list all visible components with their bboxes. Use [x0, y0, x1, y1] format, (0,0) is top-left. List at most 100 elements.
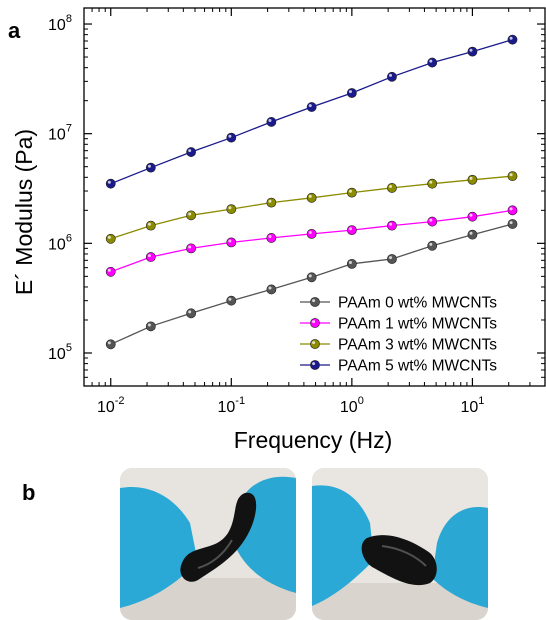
photo-hydrogel-stretched	[312, 468, 488, 620]
data-point	[266, 284, 277, 295]
data-point	[467, 174, 478, 185]
point-highlight	[469, 231, 473, 235]
point-highlight	[312, 362, 316, 366]
data-point	[507, 34, 518, 45]
series-layer	[105, 34, 518, 350]
series-1	[105, 205, 518, 277]
data-point	[186, 147, 196, 157]
point-highlight	[188, 212, 192, 216]
point-highlight	[348, 90, 352, 94]
point-highlight	[469, 48, 473, 52]
point-highlight	[228, 134, 232, 138]
y-tick-label: 106	[48, 232, 72, 253]
data-point	[145, 162, 156, 173]
point-highlight	[509, 221, 513, 225]
glove-left	[120, 487, 198, 608]
point-highlight	[147, 222, 151, 226]
point-highlight	[389, 73, 393, 77]
point-highlight	[469, 176, 473, 180]
point-highlight	[312, 341, 316, 345]
data-point	[306, 272, 317, 283]
legend-label: PAAm 5 wt% MWCNTs	[338, 358, 497, 375]
y-axis-label: E´ Modulus (Pa)	[11, 129, 37, 295]
point-highlight	[308, 230, 312, 234]
data-point	[387, 254, 397, 264]
point-highlight	[147, 323, 151, 327]
data-point	[226, 295, 237, 306]
y-tick-label: 105	[48, 342, 72, 363]
point-highlight	[429, 59, 433, 63]
point-highlight	[429, 242, 433, 246]
data-point	[306, 228, 317, 239]
point-highlight	[348, 189, 352, 193]
legend-marker	[310, 360, 320, 370]
data-point	[467, 46, 478, 57]
legend-label: PAAm 3 wt% MWCNTs	[338, 337, 497, 354]
x-axis-label: Frequency (Hz)	[234, 427, 392, 453]
point-highlight	[312, 299, 316, 303]
point-highlight	[107, 235, 111, 239]
hydrogel-sample	[180, 492, 257, 582]
series-3	[105, 34, 518, 189]
data-point	[186, 308, 196, 319]
point-highlight	[147, 254, 151, 258]
data-point	[346, 187, 357, 198]
data-point	[346, 258, 357, 269]
data-point	[105, 233, 116, 244]
point-highlight	[188, 149, 192, 153]
data-point	[186, 210, 196, 221]
modulus-frequency-chart: 10-2 10-1 100 101 105 106 107 108 PAAm 0 wt% MW…	[11, 7, 546, 453]
point-highlight	[268, 286, 272, 290]
point-highlight	[268, 235, 272, 239]
data-point	[346, 88, 357, 98]
plot-frame	[83, 7, 546, 387]
legend: PAAm 0 wt% MWCNTs PAAm 1 wt% MWCNTs PAAm 3…	[300, 295, 497, 375]
legend-marker	[310, 339, 320, 349]
point-highlight	[389, 222, 393, 226]
data-point	[266, 197, 277, 208]
data-point	[145, 321, 156, 332]
point-highlight	[509, 207, 513, 211]
data-point	[387, 183, 397, 193]
point-highlight	[509, 36, 513, 40]
point-highlight	[228, 239, 232, 243]
point-highlight	[389, 256, 393, 260]
data-point	[105, 266, 116, 277]
x-tick-label: 100	[340, 395, 364, 416]
data-point	[145, 220, 156, 231]
data-point	[266, 117, 277, 127]
data-point	[387, 71, 397, 82]
glove-left	[312, 485, 374, 606]
point-highlight	[268, 119, 272, 123]
y-tick-label: 107	[48, 123, 72, 144]
data-point	[186, 243, 196, 254]
data-point	[387, 220, 397, 231]
point-highlight	[429, 180, 433, 184]
point-highlight	[188, 245, 192, 249]
glove-right	[432, 507, 488, 608]
data-point	[507, 219, 518, 229]
data-point	[105, 178, 116, 189]
data-point	[145, 252, 156, 262]
series-line	[110, 209, 513, 273]
x-tick-label: 10-2	[97, 395, 125, 416]
data-point	[226, 132, 237, 143]
data-point	[226, 237, 237, 248]
series-0	[105, 219, 518, 350]
legend-marker	[310, 297, 320, 307]
data-point	[507, 205, 518, 216]
data-point	[346, 225, 357, 236]
data-point	[427, 178, 438, 189]
point-highlight	[107, 268, 111, 272]
x-tick-label: 101	[460, 395, 484, 416]
photo-hydrogel-bent	[120, 468, 296, 620]
point-highlight	[268, 199, 272, 203]
point-highlight	[308, 274, 312, 278]
point-highlight	[228, 297, 232, 301]
point-highlight	[429, 218, 433, 222]
data-point	[306, 192, 317, 203]
data-point	[427, 216, 438, 227]
data-point	[306, 102, 317, 112]
data-point	[467, 229, 478, 240]
series-2	[105, 171, 518, 244]
